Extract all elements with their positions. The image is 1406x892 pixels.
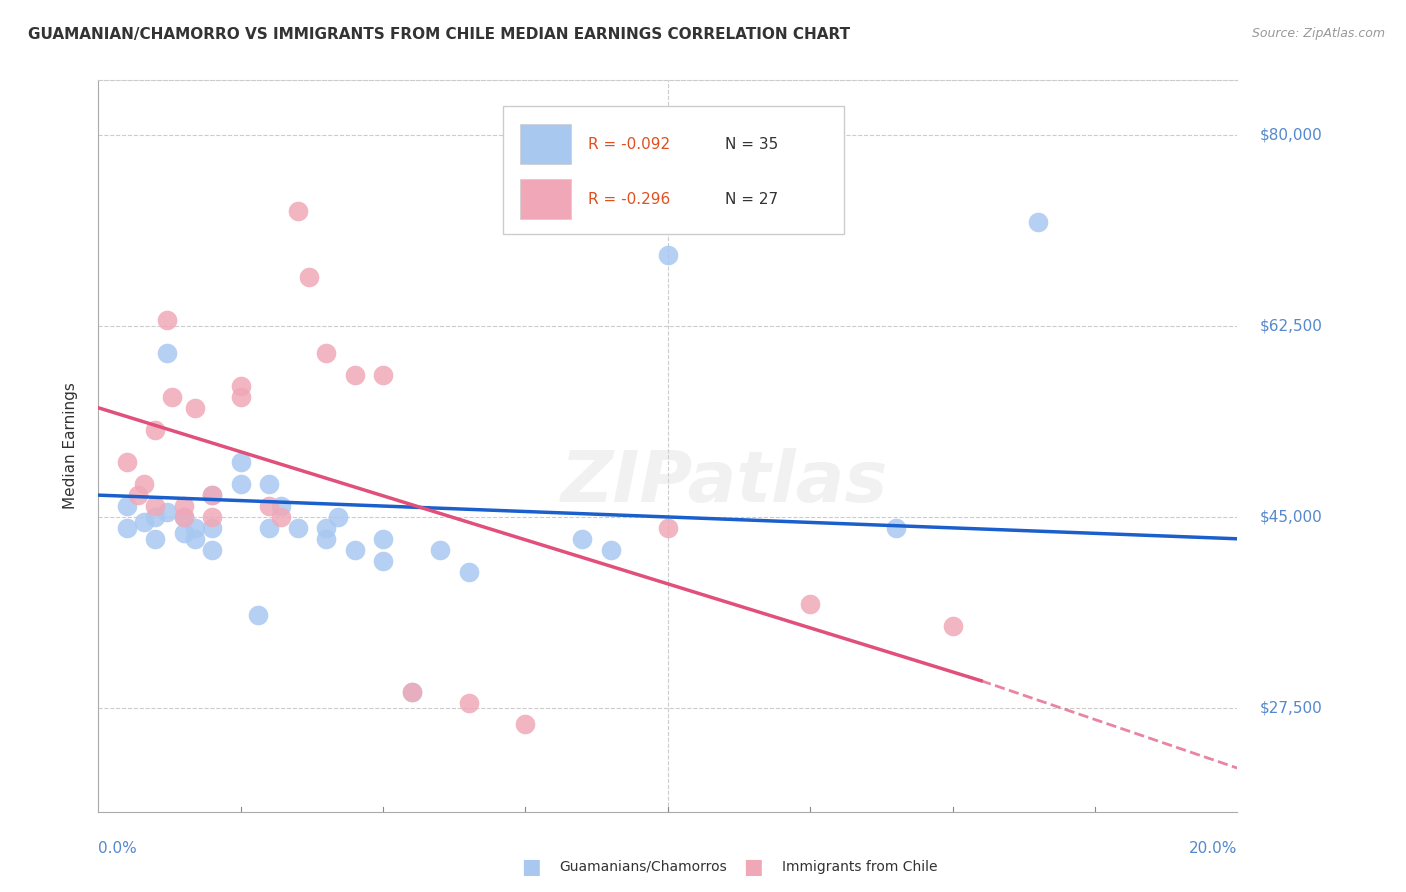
Text: Source: ZipAtlas.com: Source: ZipAtlas.com [1251,27,1385,40]
Text: $45,000: $45,000 [1260,509,1323,524]
Point [799,597,821,611]
Point [401,684,423,698]
Point [132,516,155,530]
Point [145,510,167,524]
Point [326,510,349,524]
Text: ■: ■ [522,856,541,877]
Point [287,204,309,219]
Point [884,521,907,535]
Point [571,532,593,546]
Point [373,368,395,382]
Point [201,542,224,557]
Point [201,488,224,502]
Point [457,565,479,579]
Point [1026,215,1049,229]
Point [343,368,366,382]
Text: $80,000: $80,000 [1260,128,1323,143]
Point [145,423,167,437]
Point [115,521,138,535]
Text: GUAMANIAN/CHAMORRO VS IMMIGRANTS FROM CHILE MEDIAN EARNINGS CORRELATION CHART: GUAMANIAN/CHAMORRO VS IMMIGRANTS FROM CH… [28,27,851,42]
Y-axis label: Median Earnings: Median Earnings [63,383,77,509]
Point [600,542,623,557]
Point [429,542,451,557]
Point [132,477,155,491]
Text: R = -0.296: R = -0.296 [588,192,671,207]
Point [162,390,184,404]
Point [373,554,395,568]
Text: Guamanians/Chamorros: Guamanians/Chamorros [560,860,727,873]
Point [457,696,479,710]
Point [173,499,195,513]
Point [942,619,965,633]
Point [298,269,321,284]
Point [156,313,179,327]
Point [229,477,252,491]
Point [115,455,138,469]
Point [201,510,224,524]
Point [156,346,179,360]
Point [173,510,195,524]
Point [184,521,207,535]
Text: R = -0.092: R = -0.092 [588,137,671,153]
Point [657,248,679,262]
Point [270,510,292,524]
Text: ■: ■ [744,856,763,877]
Text: Immigrants from Chile: Immigrants from Chile [782,860,938,873]
Point [229,455,252,469]
Text: N = 27: N = 27 [725,192,778,207]
Text: N = 35: N = 35 [725,137,778,153]
Point [115,499,138,513]
Point [373,532,395,546]
Point [515,717,537,731]
Point [259,521,281,535]
Point [173,526,195,541]
Point [173,510,195,524]
Point [246,608,269,623]
Text: 0.0%: 0.0% [98,841,138,856]
Point [201,521,224,535]
Point [287,521,309,535]
Point [156,504,179,518]
Point [315,521,337,535]
Point [270,499,292,513]
FancyBboxPatch shape [503,106,845,234]
Point [201,488,224,502]
Point [229,379,252,393]
Point [401,684,423,698]
Point [259,477,281,491]
Point [259,499,281,513]
Point [145,532,167,546]
Point [315,532,337,546]
Point [343,542,366,557]
Point [229,390,252,404]
FancyBboxPatch shape [520,124,571,164]
Text: 20.0%: 20.0% [1189,841,1237,856]
Point [657,521,679,535]
Text: ZIPatlas: ZIPatlas [561,448,889,517]
FancyBboxPatch shape [520,179,571,219]
Text: $27,500: $27,500 [1260,700,1323,715]
Text: $62,500: $62,500 [1260,318,1323,334]
Point [145,499,167,513]
Point [315,346,337,360]
Point [127,488,149,502]
Point [184,532,207,546]
Point [184,401,207,415]
